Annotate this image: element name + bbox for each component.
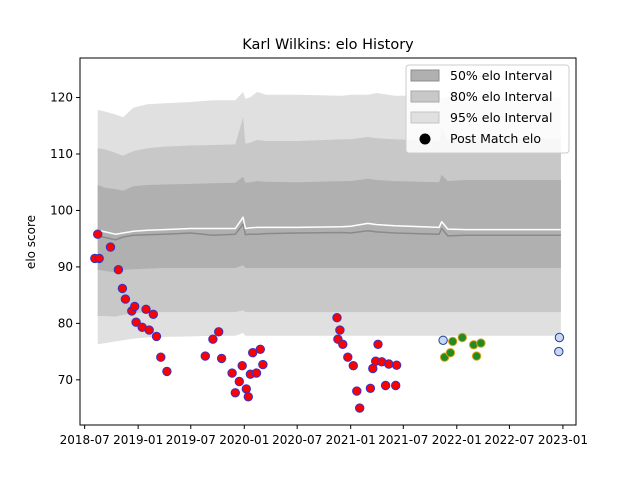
data-point-red [216, 353, 227, 364]
data-point-red [343, 352, 353, 362]
y-tick-label: 90 [58, 260, 73, 274]
data-point-blue [554, 332, 565, 343]
legend-marker-post-match [419, 133, 431, 145]
data-point-red [234, 376, 245, 387]
data-point-red [113, 265, 124, 275]
median-line [97, 223, 561, 241]
band-50 [97, 174, 561, 273]
y-tick-label: 70 [58, 373, 73, 387]
data-point-green [471, 351, 482, 361]
data-point-red [335, 325, 345, 335]
data-point-red [373, 339, 383, 349]
data-point-blue [438, 335, 448, 345]
x-axis: 2018-07 2019-01 2019-07 2020-01 2020-07 2021-… [60, 425, 588, 447]
data-point-red [384, 359, 394, 369]
legend: 50% elo Interval 80% elo Interval 95% el… [405, 64, 570, 154]
legend-swatch-80 [410, 90, 440, 103]
data-point-red [130, 301, 140, 312]
y-tick-label: 110 [50, 147, 73, 161]
data-point-red [227, 368, 237, 378]
x-tick-label: 2019-07 [166, 433, 216, 447]
data-point-red [352, 386, 362, 396]
data-point-red [348, 361, 358, 371]
y-tick-label: 100 [50, 203, 73, 217]
data-point-red [255, 344, 265, 354]
x-tick-label: 2019-01 [113, 433, 163, 447]
legend-label-95: 95% elo Interval [450, 110, 552, 125]
legend-label-80: 80% elo Interval [450, 89, 552, 104]
x-tick-label: 2022-01 [432, 433, 482, 447]
data-point-red [332, 313, 342, 323]
mean-line [97, 216, 561, 235]
data-point-red [151, 331, 162, 342]
legend-swatch-95 [410, 111, 440, 124]
post-match-points [90, 229, 565, 413]
data-point-green [457, 332, 467, 343]
y-axis-label: elo score [24, 215, 38, 269]
data-point-red [131, 317, 141, 327]
data-point-green [448, 336, 458, 347]
x-tick-label: 2018-07 [60, 433, 110, 447]
legend-box [405, 64, 570, 154]
data-point-red [338, 339, 348, 349]
data-point-red [148, 309, 159, 319]
data-point-blue [554, 346, 564, 357]
data-point-red [144, 325, 154, 335]
data-point-red [251, 368, 262, 378]
chart-title: Karl Wilkins: elo History [242, 37, 414, 53]
data-point-red [141, 304, 151, 314]
data-point-red [241, 384, 252, 394]
data-point-red [237, 361, 247, 371]
data-point-red [162, 366, 172, 377]
data-point-red [243, 392, 254, 402]
data-point-red [380, 380, 391, 391]
data-point-red [391, 380, 401, 391]
data-point-red [214, 327, 224, 337]
data-point-red [120, 294, 131, 304]
data-point-red [208, 334, 218, 344]
plot-frame [79, 57, 577, 426]
data-point-red [200, 351, 211, 361]
data-point-red [365, 383, 376, 393]
data-point-red [355, 403, 365, 413]
x-tick-label: 2022-07 [484, 433, 534, 447]
center-lines [97, 216, 561, 241]
x-tick-label: 2020-07 [272, 433, 322, 447]
x-tick-label: 2021-07 [378, 433, 428, 447]
data-point-red [117, 283, 128, 294]
y-tick-label: 80 [58, 316, 73, 330]
plot-area [90, 91, 565, 413]
data-point-green [445, 348, 456, 358]
data-point-green [476, 338, 486, 348]
legend-label-50: 50% elo Interval [450, 68, 552, 83]
data-point-red [248, 348, 258, 358]
data-point-red [93, 229, 103, 239]
data-point-red [156, 352, 166, 362]
x-tick-label: 2021-01 [326, 433, 376, 447]
interval-bands [97, 91, 561, 345]
data-point-red [391, 360, 402, 370]
x-tick-label: 2023-01 [538, 433, 588, 447]
y-tick-label: 120 [50, 91, 73, 105]
data-point-red [230, 388, 241, 398]
legend-swatch-50 [410, 69, 440, 82]
data-point-red [258, 359, 268, 370]
x-tick-label: 2020-01 [219, 433, 269, 447]
data-point-red [105, 242, 116, 252]
data-point-red [94, 253, 104, 264]
y-axis: 70 80 90 100 110 120 [50, 91, 80, 387]
legend-label-post-match: Post Match elo [450, 131, 541, 146]
